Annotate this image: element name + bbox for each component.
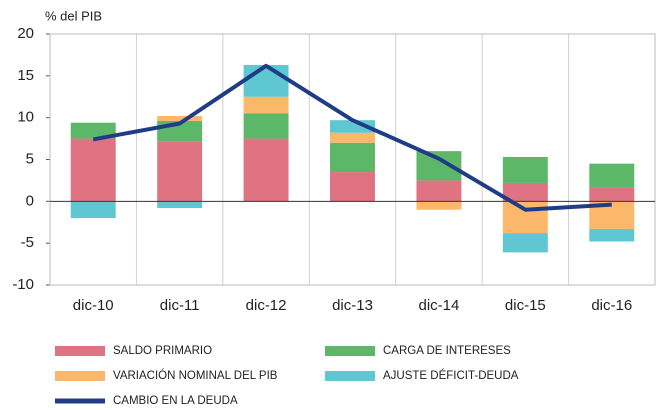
legend-swatch xyxy=(55,398,105,404)
x-tick-label: dic-10 xyxy=(73,297,114,314)
y-tick-label: 15 xyxy=(17,67,34,84)
bar-segment xyxy=(243,138,289,202)
y-tick-label: 10 xyxy=(17,109,34,126)
bar-segment xyxy=(589,187,635,202)
bar-segment xyxy=(243,113,289,139)
bar-segment xyxy=(70,201,116,219)
bar-segment xyxy=(70,138,116,202)
legend-swatch xyxy=(55,371,105,381)
bar-segment xyxy=(502,182,548,202)
y-tick-label: -10 xyxy=(12,276,34,293)
bar-segment xyxy=(157,141,203,202)
legend-swatch xyxy=(55,346,105,356)
bar-segment xyxy=(330,172,375,202)
bar-segment xyxy=(243,96,289,114)
y-tick-label: 20 xyxy=(17,25,34,42)
x-tick-label: dic-13 xyxy=(332,297,373,314)
bar-segment xyxy=(157,201,203,209)
legend-label: CAMBIO EN LA DEUDA xyxy=(113,395,238,407)
y-tick-label: 0 xyxy=(26,192,34,209)
bar-segment xyxy=(589,228,635,242)
legend-swatch xyxy=(325,346,375,356)
legend-label: CARGA DE INTERESES xyxy=(383,345,511,357)
plot-frame xyxy=(49,33,656,286)
x-tick-label: dic-16 xyxy=(591,297,632,314)
x-tick-label: dic-14 xyxy=(418,297,459,314)
x-tick-label: dic-15 xyxy=(505,297,546,314)
debt-line xyxy=(92,63,612,212)
legend-swatch xyxy=(325,371,375,381)
legend-label: AJUSTE DÉFICIT-DEUDA xyxy=(383,369,519,382)
bar-segment xyxy=(157,115,203,122)
bar-segment xyxy=(589,163,635,188)
bar-segment xyxy=(502,233,548,253)
x-tick-label: dic-11 xyxy=(160,297,200,314)
bar-segment xyxy=(70,122,116,139)
bar-segment xyxy=(330,142,375,173)
legend-label: VARIACIÓN NOMINAL DEL PIB xyxy=(113,369,278,382)
bar-segment xyxy=(416,201,462,210)
y-tick-label: -5 xyxy=(21,234,34,251)
y-tick-label: 5 xyxy=(26,150,34,167)
x-tick-label: dic-12 xyxy=(246,297,287,314)
bar-segment xyxy=(502,201,548,234)
bar-segment xyxy=(502,156,548,183)
bar-segment xyxy=(243,64,289,97)
y-axis-label: % del PIB xyxy=(45,8,102,23)
bar-segment xyxy=(330,132,375,143)
bar-segment xyxy=(416,180,462,202)
legend-label: SALDO PRIMARIO xyxy=(113,345,212,357)
